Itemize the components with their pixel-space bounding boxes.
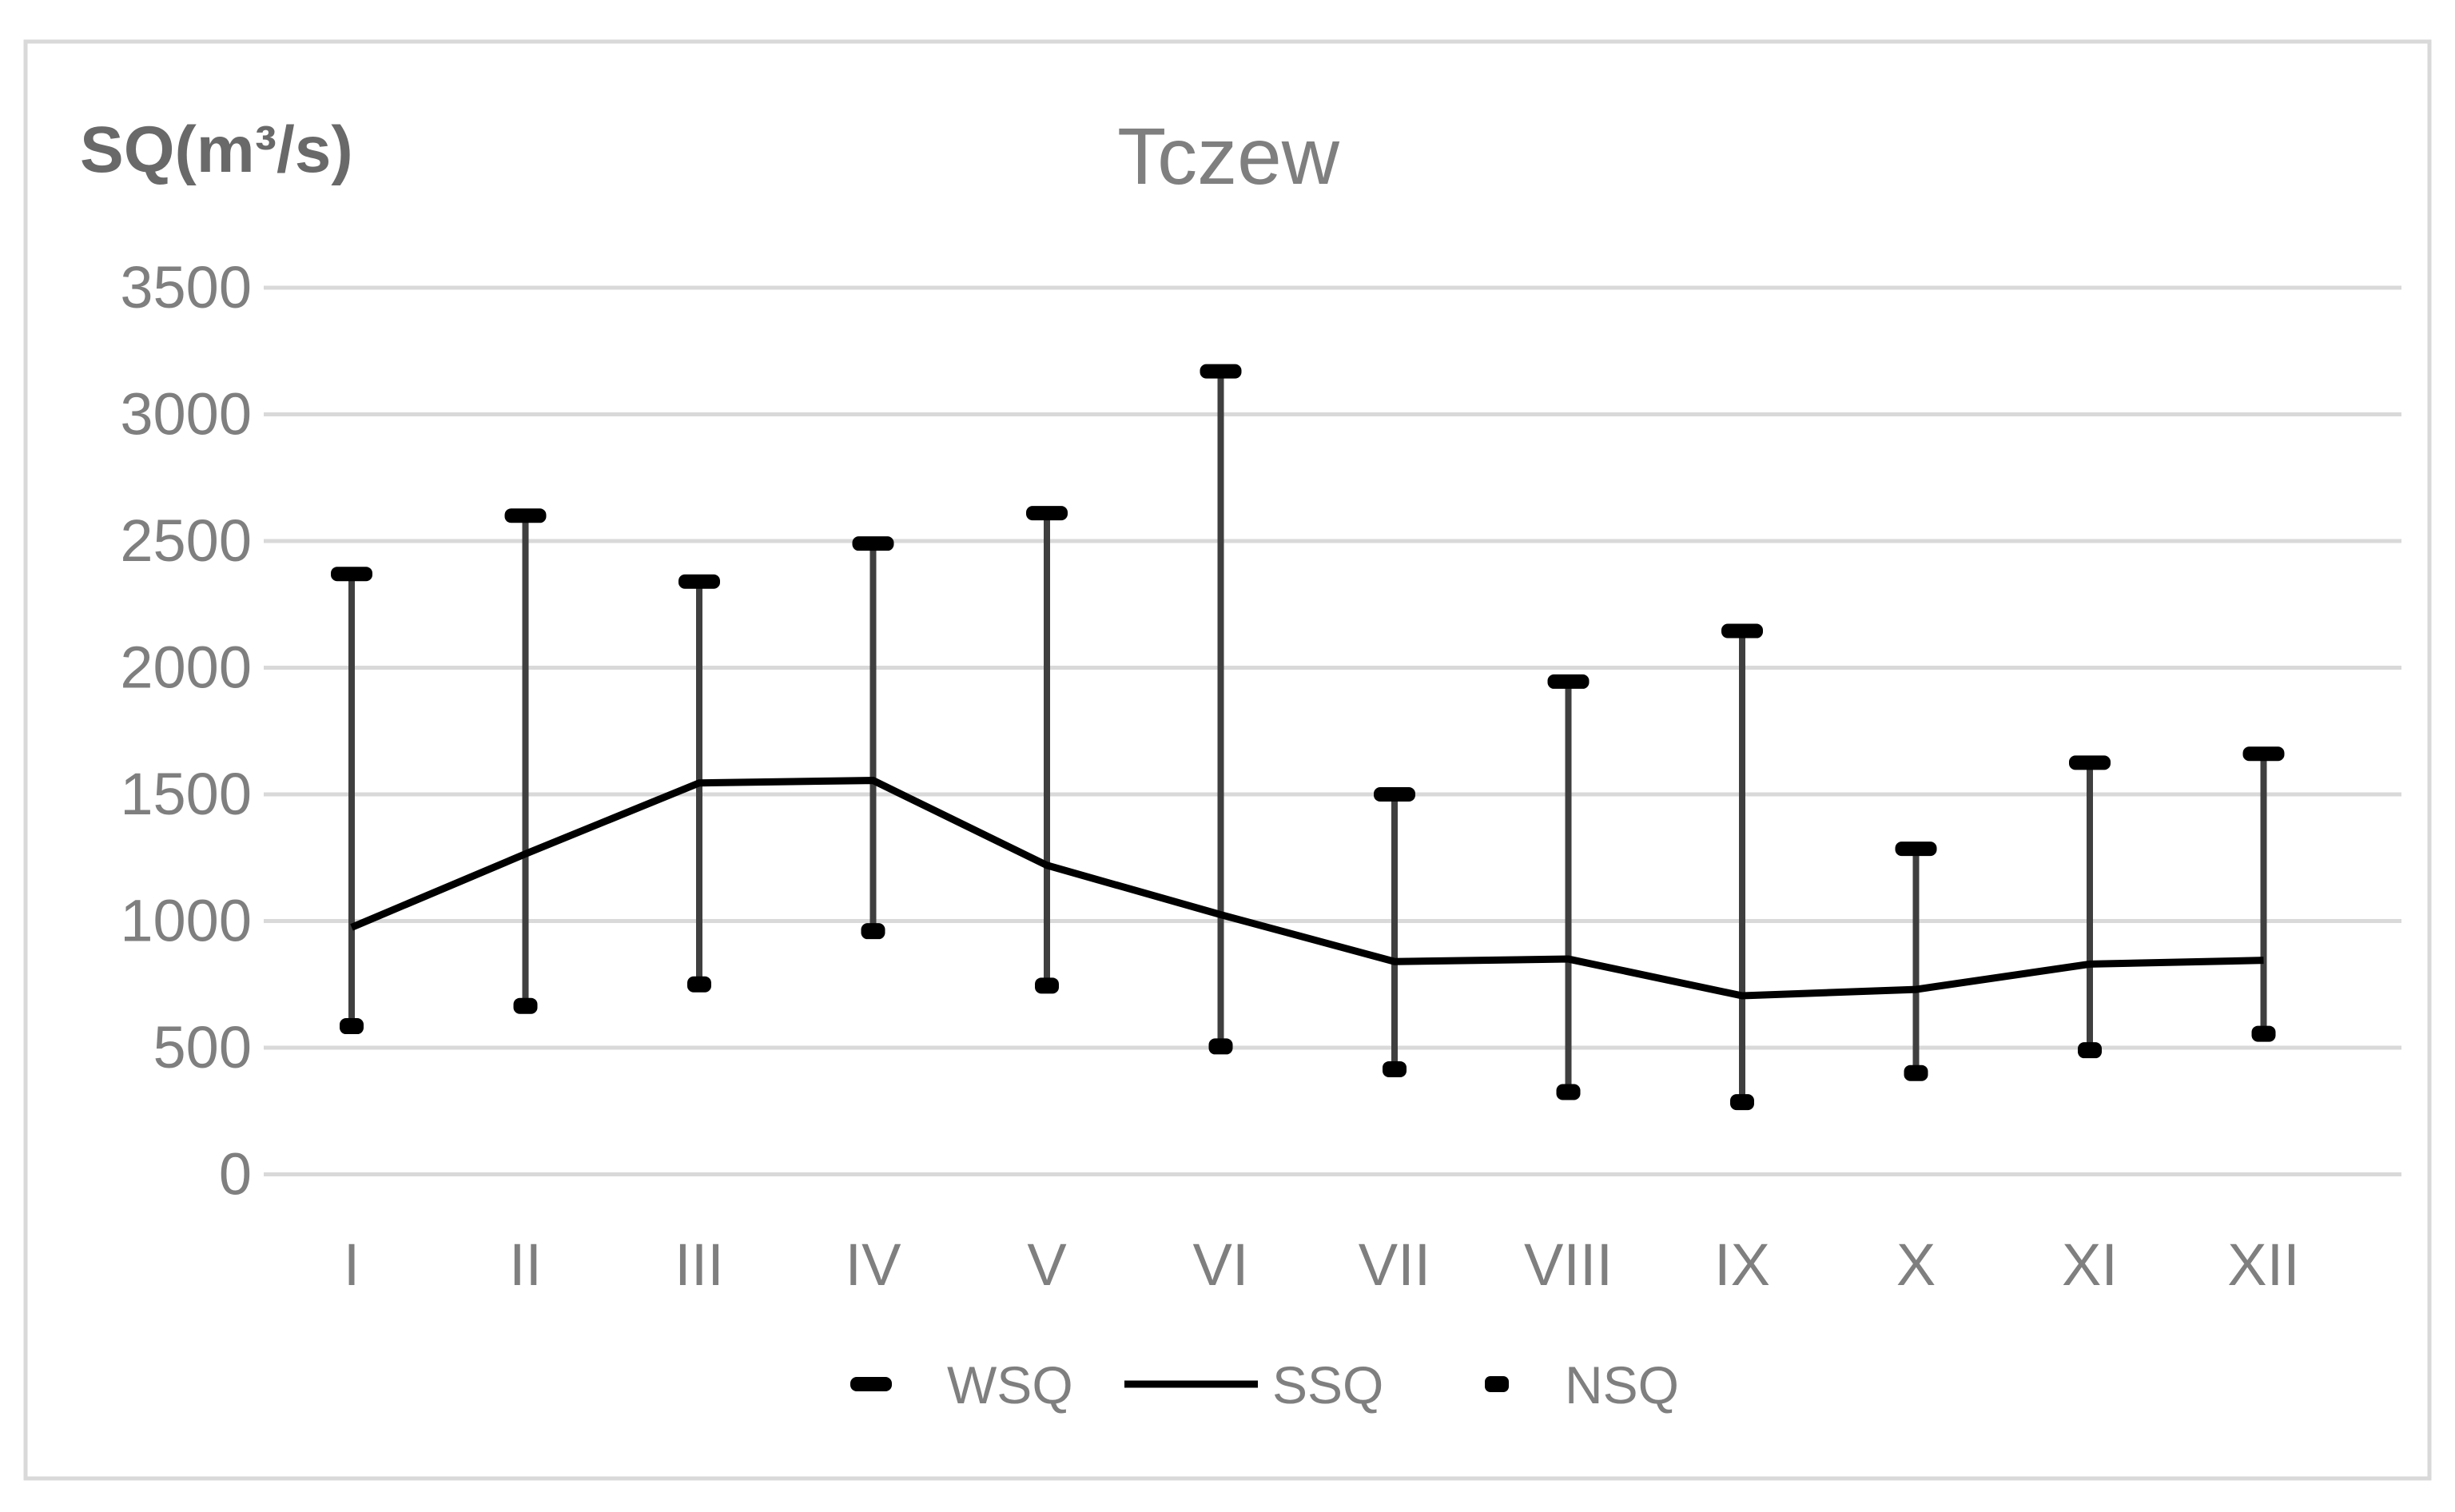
legend-label: WSQ <box>947 1355 1073 1415</box>
nsq-marker <box>513 997 538 1014</box>
x-tick-label: II <box>509 1231 542 1298</box>
wsq-marker <box>852 536 894 551</box>
y-tick-label: 500 <box>153 1014 252 1080</box>
x-tick-label: XII <box>2227 1231 2299 1298</box>
x-tick-label: X <box>1896 1231 1936 1298</box>
x-tick-label: V <box>1027 1231 1067 1298</box>
nsq-marker <box>2251 1025 2276 1042</box>
nsq-marker <box>1208 1038 1233 1055</box>
wsq-marker <box>2242 746 2285 762</box>
wsq-marker <box>1547 674 1590 689</box>
wsq-marker <box>1721 623 1763 639</box>
x-tick-label: IX <box>1714 1231 1770 1298</box>
x-tick-label: VIII <box>1524 1231 1613 1298</box>
y-tick-label: 0 <box>219 1141 252 1208</box>
legend-nsq-key-icon <box>1485 1376 1509 1392</box>
y-tick-label: 3500 <box>120 254 252 320</box>
y-tick-label: 1000 <box>120 888 252 954</box>
x-tick-label: I <box>344 1231 360 1298</box>
y-tick-label: 2500 <box>120 507 252 574</box>
chart-frame <box>23 39 2432 1481</box>
y-tick-label: 1500 <box>120 761 252 827</box>
x-tick-label: IV <box>846 1231 902 1298</box>
nsq-marker <box>1904 1064 1928 1081</box>
y-tick-label: 2000 <box>120 635 252 701</box>
nsq-marker <box>2078 1042 2102 1059</box>
legend-wsq-key-icon <box>850 1377 892 1391</box>
nsq-marker <box>861 923 885 940</box>
chart-title: Tczew <box>1117 112 1340 201</box>
x-tick-label: VII <box>1359 1231 1430 1298</box>
nsq-marker <box>1035 977 1059 994</box>
wsq-marker <box>504 508 547 523</box>
legend-label: SSQ <box>1272 1355 1383 1415</box>
wsq-marker <box>331 567 372 582</box>
nsq-marker <box>340 1018 364 1035</box>
nsq-marker <box>1383 1060 1407 1077</box>
y-tick-label: 3000 <box>120 381 252 448</box>
x-tick-label: XI <box>2062 1231 2118 1298</box>
wsq-marker <box>1374 787 1415 802</box>
wsq-marker <box>2069 755 2111 770</box>
wsq-marker <box>1895 842 1937 857</box>
nsq-marker <box>1730 1094 1754 1111</box>
nsq-marker <box>1556 1084 1581 1100</box>
wsq-marker <box>678 574 720 589</box>
nsq-marker <box>687 976 711 993</box>
legend-label: NSQ <box>1565 1355 1679 1415</box>
legend: WSQ SSQ NSQ <box>850 1355 1679 1415</box>
y-axis-label: SQ(m³/s) <box>80 113 353 186</box>
x-tick-label: VI <box>1193 1231 1249 1298</box>
x-tick-label: III <box>674 1231 724 1298</box>
wsq-marker <box>1026 506 1068 521</box>
ssq-line <box>350 777 2264 1000</box>
wsq-marker <box>1200 364 1242 379</box>
